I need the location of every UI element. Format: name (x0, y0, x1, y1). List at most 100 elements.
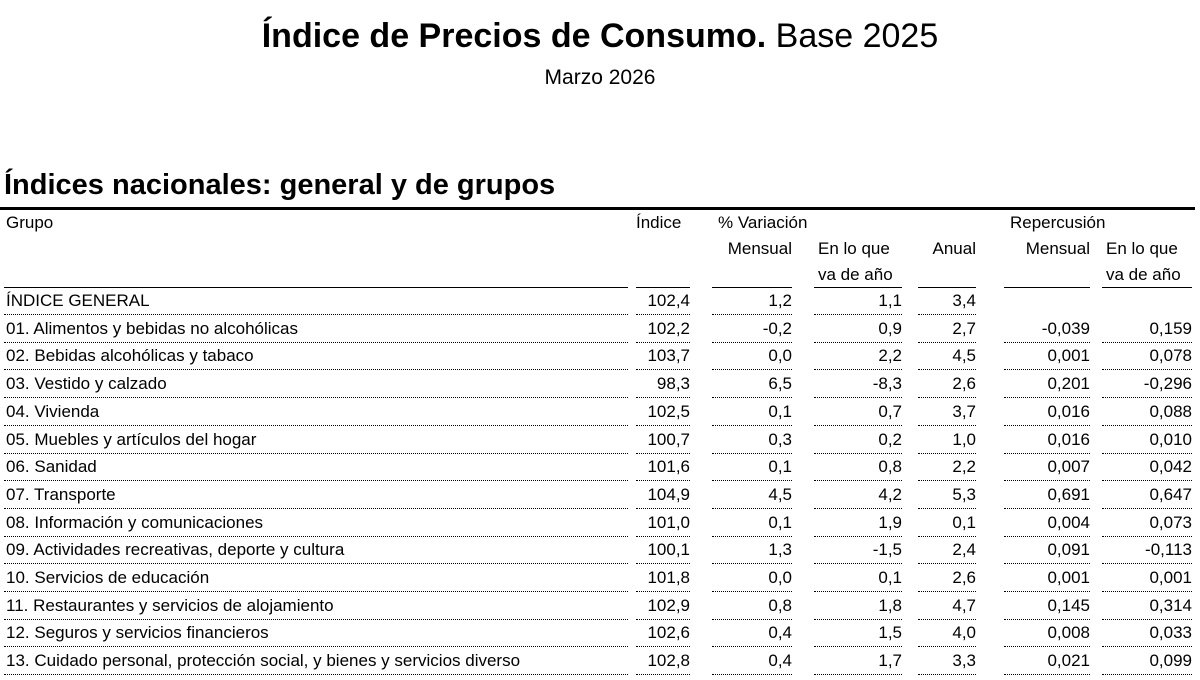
row-label: 11. Restaurantes y servicios de alojamie… (6, 595, 334, 615)
row-rule (4, 618, 628, 620)
column-header: Anual (932, 239, 976, 258)
row-rule (636, 535, 690, 537)
cell: 0,1 (768, 512, 792, 532)
cell: 0,201 (1047, 374, 1090, 394)
cell: 6,5 (768, 374, 792, 394)
cell: 0,001 (1047, 568, 1090, 587)
subtitle: Marzo 2026 (544, 66, 656, 89)
cell: 104,9 (647, 484, 690, 504)
row-rule (814, 369, 902, 371)
row-rule (4, 341, 628, 343)
row-rule (1102, 646, 1192, 648)
cell: 102,4 (647, 291, 690, 310)
row-rule (918, 480, 976, 482)
row-rule (4, 314, 628, 315)
cell: 0,016 (1047, 429, 1090, 449)
row-rule (4, 369, 628, 371)
row-rule (1102, 369, 1192, 371)
row-rule (918, 618, 976, 620)
cell: 4,0 (952, 623, 976, 643)
row-rule (4, 591, 628, 592)
header-rule (4, 287, 628, 288)
title-suffix: Base 2025 (775, 17, 939, 55)
row-rule (636, 646, 690, 648)
cell: 0,010 (1149, 429, 1192, 449)
row-rule (1102, 424, 1192, 426)
column-header: En lo que va de año (818, 239, 893, 284)
cell: 2,6 (952, 374, 976, 394)
cell: 0,8 (878, 457, 902, 477)
row-label: 01. Alimentos y bebidas no alcohólicas (6, 318, 299, 338)
title: Índice de Precios de Consumo. Base 2025 (0, 14, 1200, 58)
row-rule (4, 480, 628, 482)
column-header: Mensual (1025, 239, 1090, 258)
row-rule (4, 674, 628, 676)
row-rule (4, 397, 628, 399)
row-rule (636, 618, 690, 620)
cell: 0,004 (1047, 512, 1090, 532)
row-rule (712, 452, 792, 454)
cell: 0,033 (1149, 623, 1192, 643)
column-header: Índice (636, 213, 682, 232)
row-rule (1102, 563, 1192, 565)
cell: 0,001 (1149, 568, 1192, 587)
row-rule (712, 507, 792, 509)
cell: -1,5 (872, 540, 902, 560)
cell: 0,1 (768, 457, 792, 477)
cell: 0,4 (768, 651, 792, 671)
row-rule (814, 535, 902, 537)
row-rule (712, 397, 792, 399)
row-rule (1004, 674, 1090, 676)
row-rule (814, 646, 902, 648)
cell: 0,8 (768, 595, 792, 615)
column-header: En lo que va de año (1106, 239, 1181, 284)
cell: -8,3 (872, 374, 902, 394)
row-rule (1102, 591, 1192, 592)
row-rule (712, 369, 792, 371)
row-rule (918, 563, 976, 565)
cell: 0,9 (878, 318, 902, 338)
cell: 5,3 (952, 484, 976, 504)
cell: 1,2 (768, 291, 792, 310)
row-rule (636, 591, 690, 592)
row-rule (814, 480, 902, 482)
row-label: ÍNDICE GENERAL (6, 291, 150, 310)
cell: 2,2 (952, 457, 976, 477)
cell: 0,078 (1149, 346, 1192, 366)
cell: 1,7 (878, 651, 902, 671)
row-rule (4, 452, 628, 454)
row-rule (712, 480, 792, 482)
header-rule (636, 287, 690, 288)
cell: 4,5 (768, 484, 792, 504)
row-rule (636, 507, 690, 509)
row-rule (1004, 646, 1090, 648)
row-rule (1102, 452, 1192, 454)
cell: 4,5 (952, 346, 976, 366)
cell: 0,016 (1047, 401, 1090, 421)
row-rule (918, 397, 976, 399)
row-rule (918, 535, 976, 537)
row-rule (1004, 563, 1090, 565)
row-rule (1004, 452, 1090, 454)
cell: 103,7 (647, 346, 690, 366)
row-rule (814, 314, 902, 315)
cell: 98,3 (656, 374, 690, 394)
row-rule (1102, 480, 1192, 482)
row-label: 09. Actividades recreativas, deporte y c… (6, 540, 345, 560)
cell: 0,088 (1149, 401, 1192, 421)
row-rule (814, 507, 902, 509)
cell: 1,5 (878, 623, 902, 643)
cell: 0,091 (1047, 540, 1090, 560)
row-rule (814, 397, 902, 399)
cell: 1,1 (878, 291, 902, 310)
cell: 102,9 (647, 595, 690, 615)
row-rule (1102, 341, 1192, 343)
title-main: Índice de Precios de Consumo. (261, 17, 767, 55)
header-rule (1004, 287, 1090, 288)
row-rule (814, 452, 902, 454)
cell: 0,314 (1149, 595, 1192, 615)
row-rule (918, 646, 976, 648)
cell: 0,159 (1149, 318, 1192, 338)
cell: 0,073 (1149, 512, 1192, 532)
top-rule (0, 207, 1195, 210)
